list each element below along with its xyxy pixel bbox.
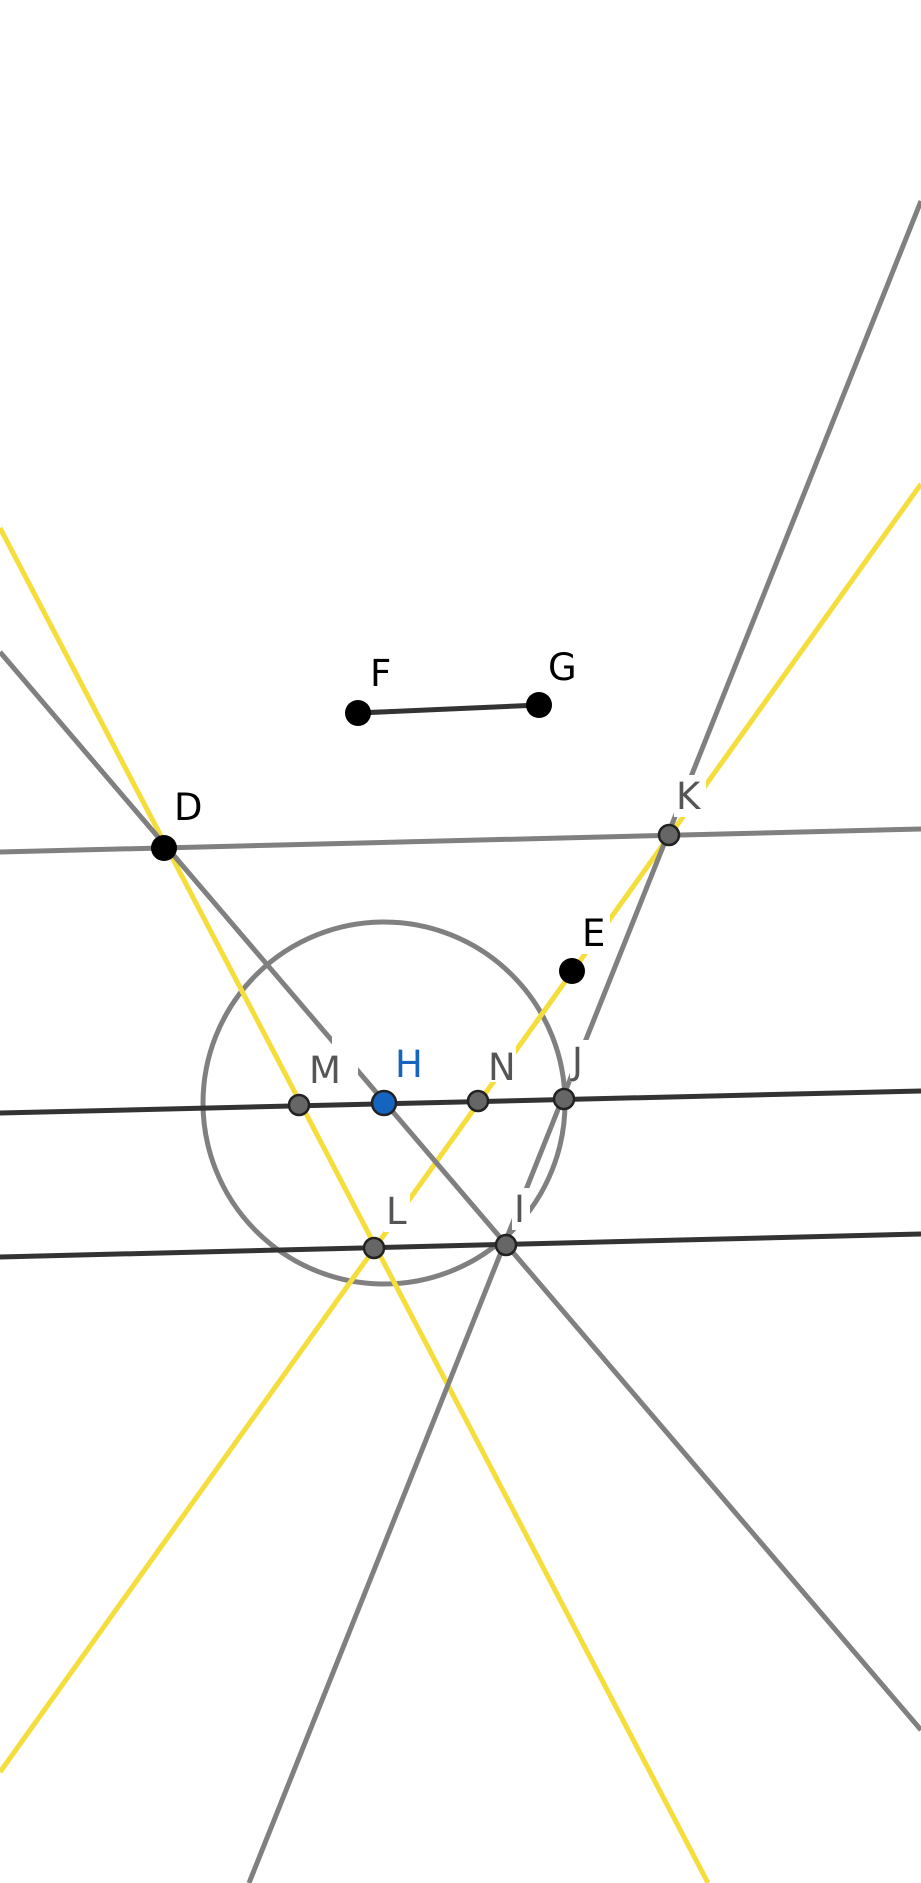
point-f[interactable] (345, 700, 371, 726)
label-halo-n (484, 1040, 516, 1082)
dark-line-through-l-i[interactable] (0, 1231, 921, 1260)
label-j: J (570, 1040, 583, 1083)
gray-line-through-d-h-i[interactable] (0, 650, 921, 1732)
segment-fg[interactable] (357, 702, 540, 716)
label-i: I (514, 1188, 525, 1231)
label-k: K (676, 775, 702, 818)
label-e: E (582, 912, 605, 955)
label-halo-l (384, 1190, 410, 1232)
point-h[interactable] (370, 1089, 398, 1117)
label-halo-i (512, 1188, 530, 1230)
label-halo-j (570, 1040, 592, 1082)
label-h: H (395, 1043, 423, 1086)
label-m: M (309, 1049, 341, 1092)
point-k[interactable] (657, 823, 681, 847)
label-halo-e (580, 912, 610, 954)
point-i[interactable] (494, 1233, 518, 1257)
point-g[interactable] (526, 692, 552, 718)
label-halo-k (674, 775, 706, 817)
point-e[interactable] (559, 958, 585, 984)
label-f: F (370, 652, 391, 695)
point-d[interactable] (151, 835, 177, 861)
label-d: D (174, 786, 203, 829)
yellow-line-through-l-e-k[interactable] (0, 482, 921, 1774)
dark-line-through-m-h-n-j[interactable] (0, 1088, 921, 1116)
label-l: L (386, 1190, 407, 1233)
label-g: G (548, 646, 577, 689)
point-m[interactable] (287, 1093, 311, 1117)
point-n[interactable] (466, 1089, 490, 1113)
point-l[interactable] (362, 1236, 386, 1260)
label-n: N (488, 1046, 516, 1089)
gray-line-through-d-k[interactable] (0, 826, 921, 855)
label-halo-m (332, 1037, 358, 1079)
point-j[interactable] (552, 1087, 576, 1111)
yellow-line-through-d-l[interactable] (0, 526, 711, 1883)
